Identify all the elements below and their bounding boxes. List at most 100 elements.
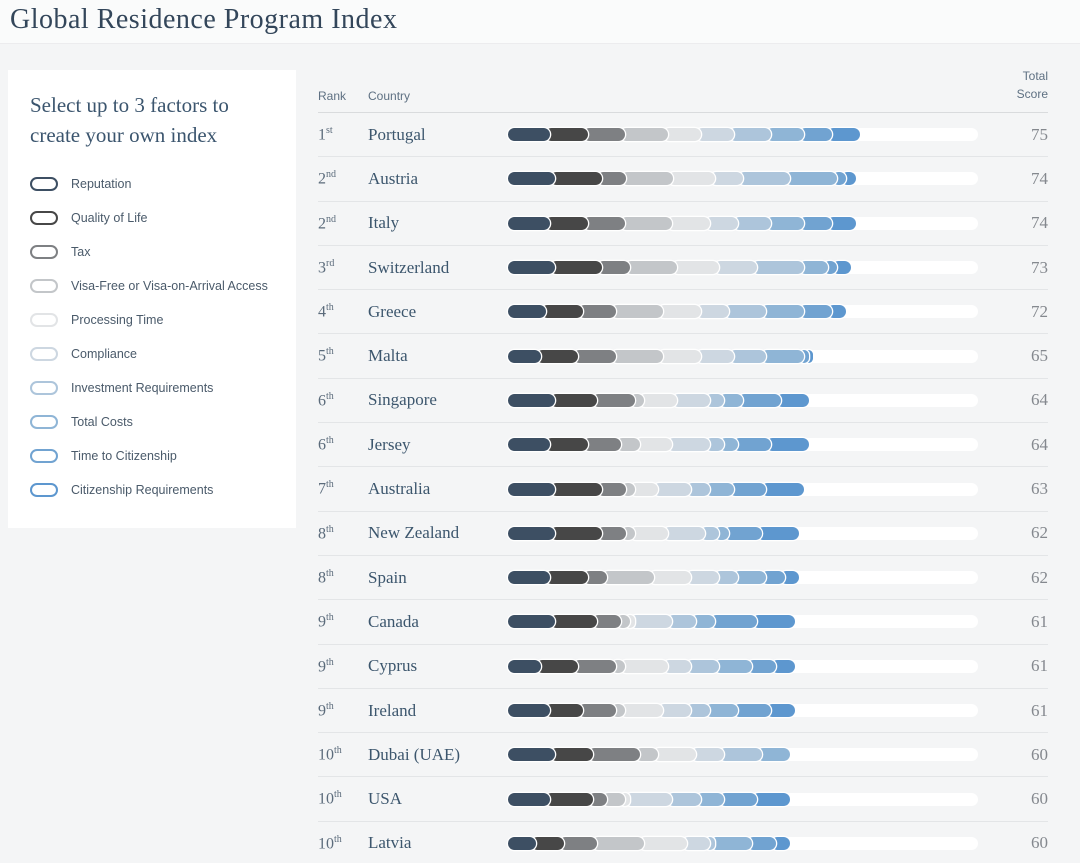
total-score-value: 60	[1031, 744, 1048, 764]
country-name: Australia	[368, 479, 431, 499]
bar-segment-0	[508, 571, 551, 585]
score-bar-track	[508, 704, 978, 717]
factor-toggle-row-8[interactable]: Time to Citizenship	[30, 439, 274, 473]
bar-segment-6	[686, 482, 711, 496]
country-row: 8th Spain 62	[318, 556, 1048, 601]
toggle-pill-icon[interactable]	[30, 210, 58, 225]
bar-segment-6	[686, 704, 711, 717]
score-bar-track	[508, 659, 978, 673]
page-header: Global Residence Program Index	[0, 0, 1080, 44]
country-row: 2nd Austria 74	[318, 157, 1048, 202]
bar-segment-8	[747, 659, 776, 673]
country-row: 5th Malta 65	[318, 334, 1048, 379]
toggle-pill-icon[interactable]	[30, 346, 58, 361]
score-bar-track	[508, 261, 978, 275]
factor-toggle-row-5[interactable]: Compliance	[30, 337, 274, 371]
toggle-pill-icon[interactable]	[30, 414, 58, 429]
country-name: Dubai (UAE)	[368, 744, 461, 764]
bar-segment-0	[508, 482, 555, 496]
country-name: Malta	[368, 346, 408, 366]
bar-segment-5	[662, 526, 706, 540]
bar-segment-2	[573, 659, 617, 673]
factor-toggle-row-6[interactable]: Investment Requirements	[30, 371, 274, 405]
country-row: 2nd Italy 74	[318, 202, 1048, 246]
factor-toggle-row-1[interactable]: Quality of Life	[30, 201, 274, 235]
bar-segment-2	[578, 305, 617, 319]
factor-toggle-row-3[interactable]: Visa-Free or Visa-on-Arrival Access	[30, 269, 274, 303]
bar-segment-9	[827, 216, 856, 230]
factor-label: Investment Requirements	[71, 380, 214, 395]
toggle-pill-icon[interactable]	[30, 278, 58, 293]
toggle-pill-icon[interactable]	[30, 312, 58, 327]
toggle-pill-icon[interactable]	[30, 482, 58, 497]
rank-cell: 2nd	[318, 213, 336, 232]
bar-segment-6	[705, 393, 725, 407]
score-bar-track	[508, 393, 978, 407]
bar-segment-1	[535, 659, 579, 673]
factor-toggle-row-2[interactable]: Tax	[30, 235, 274, 269]
bar-segment-0	[508, 438, 551, 452]
country-row: 8th New Zealand 62	[318, 512, 1048, 556]
country-name: Italy	[368, 213, 400, 233]
toggle-pill-icon[interactable]	[30, 176, 58, 191]
bar-segment-0	[508, 393, 555, 407]
bar-segment-2	[597, 172, 626, 186]
factor-label: Total Costs	[71, 414, 133, 429]
bar-segment-9	[780, 571, 800, 585]
rank-cell: 8th	[318, 523, 334, 542]
bar-segment-1	[550, 615, 598, 629]
factor-label: Citizenship Requirements	[71, 482, 214, 497]
factor-label: Compliance	[71, 346, 138, 361]
bar-segment-8	[733, 438, 772, 452]
country-row: 6th Jersey 64	[318, 423, 1048, 468]
score-bar-track	[508, 615, 978, 629]
total-score-value: 61	[1031, 700, 1048, 720]
country-name: Austria	[368, 168, 419, 188]
bar-segment-4	[629, 526, 668, 540]
total-score-value: 72	[1031, 301, 1048, 321]
bar-segment-0	[508, 305, 546, 319]
score-bar-track	[508, 792, 978, 806]
factor-label: Visa-Free or Visa-on-Arrival Access	[71, 278, 268, 293]
rank-cell: 9th	[318, 656, 334, 675]
toggle-pill-icon[interactable]	[30, 380, 58, 395]
toggle-pill-icon[interactable]	[30, 244, 58, 259]
bar-segment-1	[545, 216, 588, 230]
index-table: Rank Country Total Score 1st Portugal 75…	[318, 69, 1048, 863]
factor-toggle-row-4[interactable]: Processing Time	[30, 303, 274, 337]
total-score-value: 60	[1031, 789, 1048, 809]
bar-cell	[508, 172, 988, 186]
bar-segment-8	[799, 305, 833, 319]
country-row: 10th Latvia 60	[318, 822, 1048, 863]
table-header-row: Rank Country Total Score	[318, 69, 1048, 113]
bar-segment-5	[681, 836, 711, 850]
factor-toggle-row-9[interactable]: Citizenship Requirements	[30, 473, 274, 507]
bar-segment-5	[629, 615, 673, 629]
bar-segment-5	[705, 216, 739, 230]
factor-label: Processing Time	[71, 312, 164, 327]
total-score-value: 74	[1031, 213, 1048, 233]
bar-segment-0	[508, 615, 555, 629]
score-bar-track	[508, 305, 978, 319]
factor-selector-heading: Select up to 3 factors to create your ow…	[30, 93, 229, 148]
bar-segment-9	[775, 393, 809, 407]
bar-segment-5	[686, 571, 720, 585]
factor-toggle-row-7[interactable]: Total Costs	[30, 405, 274, 439]
score-bar-track	[508, 128, 978, 142]
bar-segment-5	[653, 482, 692, 496]
country-row: 10th USA 60	[318, 777, 1048, 822]
bar-segment-0	[508, 704, 551, 717]
bar-segment-4	[625, 615, 635, 629]
bar-segment-4	[620, 704, 664, 717]
toggle-pill-icon[interactable]	[30, 448, 58, 463]
country-name: USA	[368, 789, 403, 809]
country-row: 10th Dubai (UAE) 60	[318, 733, 1048, 778]
bar-segment-5	[662, 659, 692, 673]
score-bar-track	[508, 836, 978, 850]
country-name: Switzerland	[368, 257, 450, 277]
bar-segment-1	[550, 748, 593, 762]
rank-cell: 10th	[318, 789, 342, 808]
score-bar-track	[508, 571, 978, 585]
bar-segment-6	[705, 438, 725, 452]
factor-toggle-row-0[interactable]: Reputation	[30, 167, 274, 201]
